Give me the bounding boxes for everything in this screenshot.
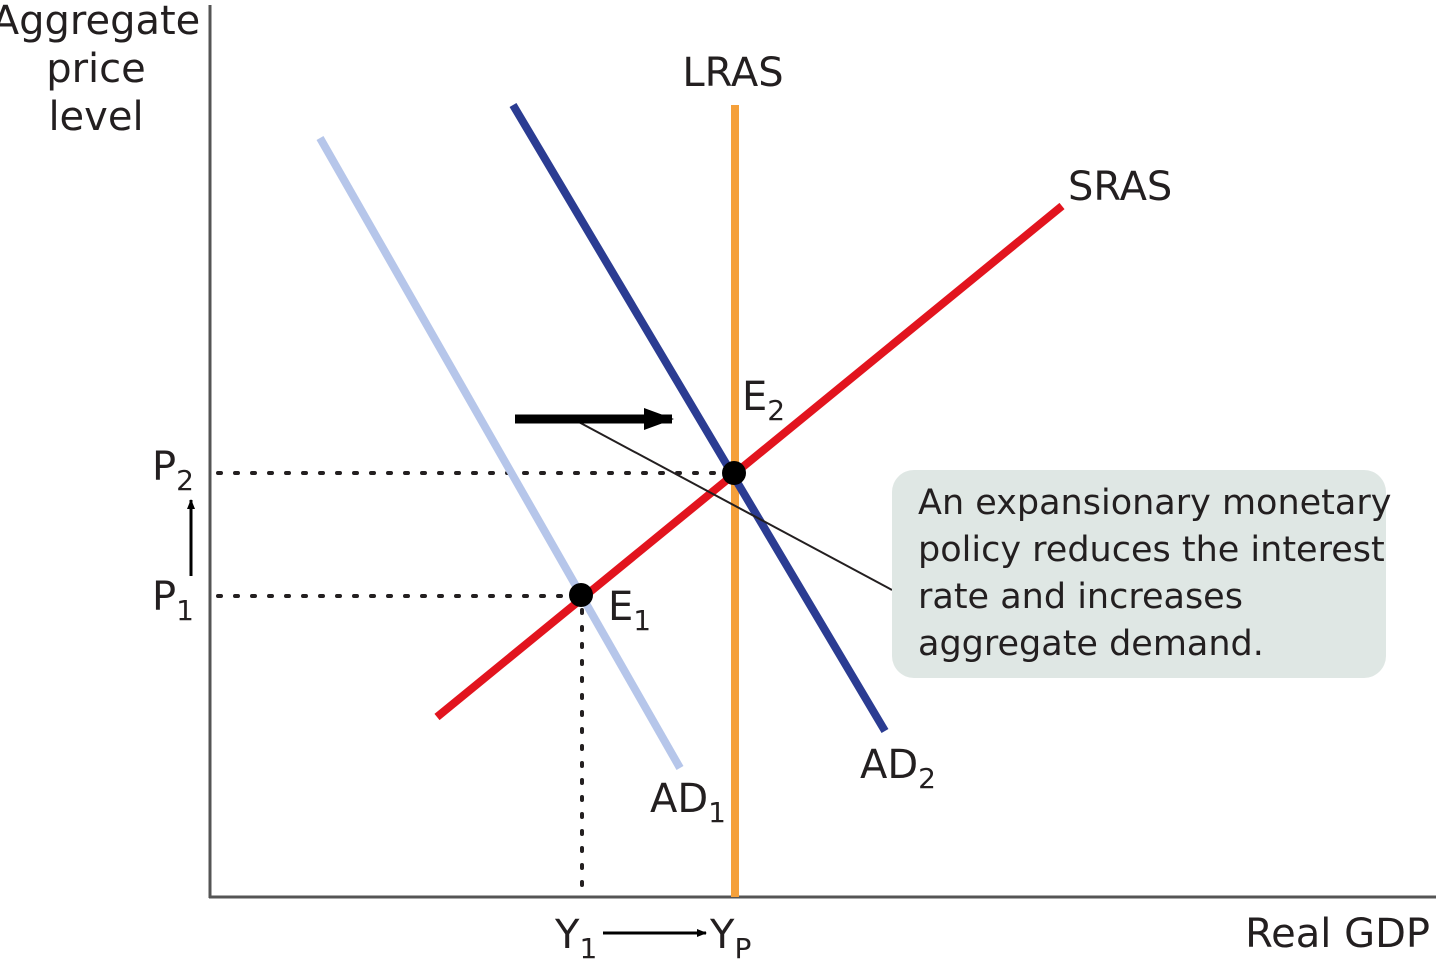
annotation-line: rate and increases xyxy=(918,577,1243,617)
ad1-curve xyxy=(316,136,684,770)
label-main: E xyxy=(742,374,767,420)
lras-label: LRAS xyxy=(682,50,783,96)
ad2-curve xyxy=(509,102,889,734)
y-axis-label: price xyxy=(46,46,146,92)
e1-point xyxy=(569,583,593,607)
p1-label: P1 xyxy=(152,574,194,627)
label-main: P xyxy=(152,444,176,490)
y1-label: Y1 xyxy=(554,912,597,965)
annotation-pointer xyxy=(574,419,893,591)
y-axis-label: Aggregate xyxy=(0,0,200,44)
annotation-line: policy reduces the interest xyxy=(918,530,1385,570)
label-sub: 2 xyxy=(767,394,785,427)
e1-label: E1 xyxy=(608,584,651,637)
sras-curve xyxy=(434,202,1065,721)
label-main: P xyxy=(152,574,176,620)
label-main: AD xyxy=(650,776,708,822)
yp-label: YP xyxy=(709,912,751,965)
ad2-label: AD2 xyxy=(860,742,936,795)
label-sub: 1 xyxy=(633,604,651,637)
p2-label: P2 xyxy=(152,444,194,497)
label-main: E xyxy=(608,584,633,630)
label-main: AD xyxy=(860,742,918,788)
label-main: Y xyxy=(554,912,580,958)
label-sub: 1 xyxy=(176,594,194,627)
y-axis-label: level xyxy=(48,94,143,140)
sras-label: SRAS xyxy=(1068,164,1172,210)
label-sub: 1 xyxy=(708,796,726,829)
e2-label: E2 xyxy=(742,374,785,427)
label-sub: 2 xyxy=(918,762,936,795)
label-sub: 2 xyxy=(176,464,194,497)
e2-point xyxy=(722,461,746,485)
ad1-label: AD1 xyxy=(650,776,726,829)
annotation-line: An expansionary monetary xyxy=(918,483,1391,523)
label-main: Y xyxy=(709,912,735,958)
label-sub: 1 xyxy=(579,932,597,965)
label-sub: P xyxy=(734,932,751,965)
x-axis-label: Real GDP xyxy=(1245,911,1430,957)
annotation-line: aggregate demand. xyxy=(918,624,1264,664)
annotation-box xyxy=(892,470,1386,678)
